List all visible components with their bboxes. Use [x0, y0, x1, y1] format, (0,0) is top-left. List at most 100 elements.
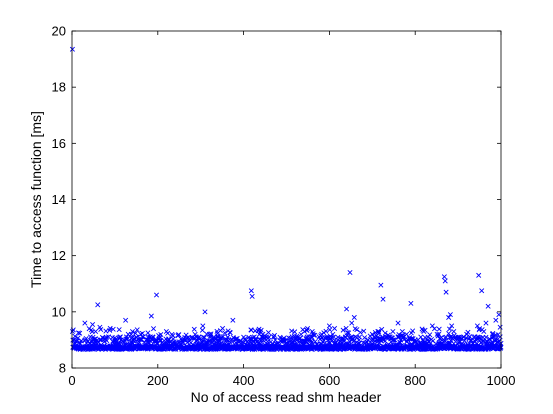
scatter-point	[357, 329, 363, 335]
scatter-point	[202, 334, 208, 341]
scatter-point	[112, 338, 118, 344]
scatter-point	[483, 320, 489, 326]
scatter-point	[340, 327, 346, 333]
scatter-point	[139, 334, 145, 340]
scatter-point	[144, 337, 150, 343]
scatter-point	[378, 282, 384, 288]
scatter-point	[200, 323, 206, 329]
scatter-point	[343, 325, 349, 331]
scatter-point	[323, 328, 329, 334]
scatter-point	[332, 325, 338, 331]
scatter-point	[497, 334, 503, 340]
y-tick-label: 10	[52, 304, 66, 319]
y-tick-label: 14	[52, 192, 66, 207]
scatter-point	[82, 320, 88, 326]
scatter-point	[458, 336, 464, 342]
scatter-point	[208, 331, 214, 337]
scatter-point	[436, 326, 442, 332]
scatter-point	[304, 327, 310, 333]
scatter-point	[442, 278, 448, 284]
axis-ticks	[71, 30, 502, 369]
scatter-point	[123, 317, 129, 323]
scatter-point	[145, 330, 151, 336]
scatter-point	[157, 334, 163, 340]
scatter-point	[483, 334, 489, 340]
scatter-point	[441, 274, 447, 280]
scatter-point	[69, 328, 75, 335]
scatter-point	[241, 334, 247, 340]
scatter-point	[133, 334, 139, 340]
scatter-point	[462, 338, 468, 344]
scatter-point	[474, 323, 480, 329]
scatter-point	[283, 337, 290, 343]
y-tick-label: 18	[52, 80, 66, 95]
scatter-point	[449, 323, 455, 329]
scatter-point	[412, 337, 418, 343]
scatter-point	[455, 334, 461, 340]
scatter-point	[83, 335, 89, 341]
scatter-point	[436, 331, 442, 337]
scatter-point	[69, 46, 75, 52]
scatter-point	[347, 269, 353, 276]
x-tick-label: 200	[147, 373, 169, 388]
scatter-point	[128, 331, 134, 337]
x-tick-label: 600	[319, 373, 341, 388]
scatter-point	[265, 329, 272, 335]
scatter-point	[362, 335, 368, 341]
scatter-point	[468, 337, 474, 343]
scatter-point	[351, 314, 357, 320]
scatter-point	[116, 327, 122, 333]
scatter-point	[494, 335, 500, 341]
scatter-point	[110, 326, 116, 332]
scatter-point	[326, 323, 332, 329]
scatter-point	[477, 326, 483, 332]
scatter-point	[90, 321, 96, 327]
scatter-point	[93, 328, 99, 335]
scatter-point	[138, 337, 145, 343]
scatter-point	[344, 330, 350, 336]
y-tick-label: 20	[52, 24, 66, 39]
scatter-point	[380, 296, 386, 302]
scatter-point	[116, 335, 122, 342]
scatter-point	[485, 303, 491, 309]
scatter-point	[103, 328, 109, 334]
scatter-point	[408, 300, 414, 306]
scatter-point	[447, 326, 453, 332]
scatter-point	[193, 334, 199, 340]
scatter-point	[86, 326, 92, 332]
scatter-point	[107, 325, 113, 331]
scatter-point	[443, 289, 449, 295]
scatter-point	[498, 345, 504, 351]
scatter-point	[71, 337, 77, 343]
scatter-point	[476, 272, 482, 278]
scatter-point	[266, 334, 272, 340]
plot-area	[72, 31, 501, 368]
scatter-point	[129, 329, 136, 335]
scatter-point	[331, 334, 337, 340]
scatter-point	[418, 334, 424, 340]
scatter-point	[223, 337, 229, 343]
scatter-point	[183, 337, 189, 343]
scatter-point	[202, 309, 208, 315]
y-tick-label: 16	[52, 136, 66, 151]
scatter-point	[77, 341, 83, 347]
scatter-point	[138, 331, 144, 337]
scatter-point	[292, 329, 298, 335]
scatter-point	[311, 332, 317, 338]
scatter-point	[176, 332, 182, 338]
scatter-point	[349, 320, 355, 326]
scatter-point	[390, 337, 396, 343]
scatter-point	[206, 331, 212, 337]
scatter-point	[258, 327, 264, 333]
scatter-point	[234, 335, 240, 342]
scatter-point	[356, 334, 362, 340]
scatter-point	[376, 328, 382, 335]
scatter-point	[464, 331, 470, 337]
scatter-point	[399, 328, 405, 335]
scatter-point	[248, 327, 254, 333]
scatter-point	[451, 328, 457, 335]
scatter-point	[351, 338, 357, 344]
scatter-point	[217, 338, 223, 344]
scatter-point	[148, 313, 154, 319]
y-axis-label: Time to access function [ms]	[28, 111, 44, 288]
